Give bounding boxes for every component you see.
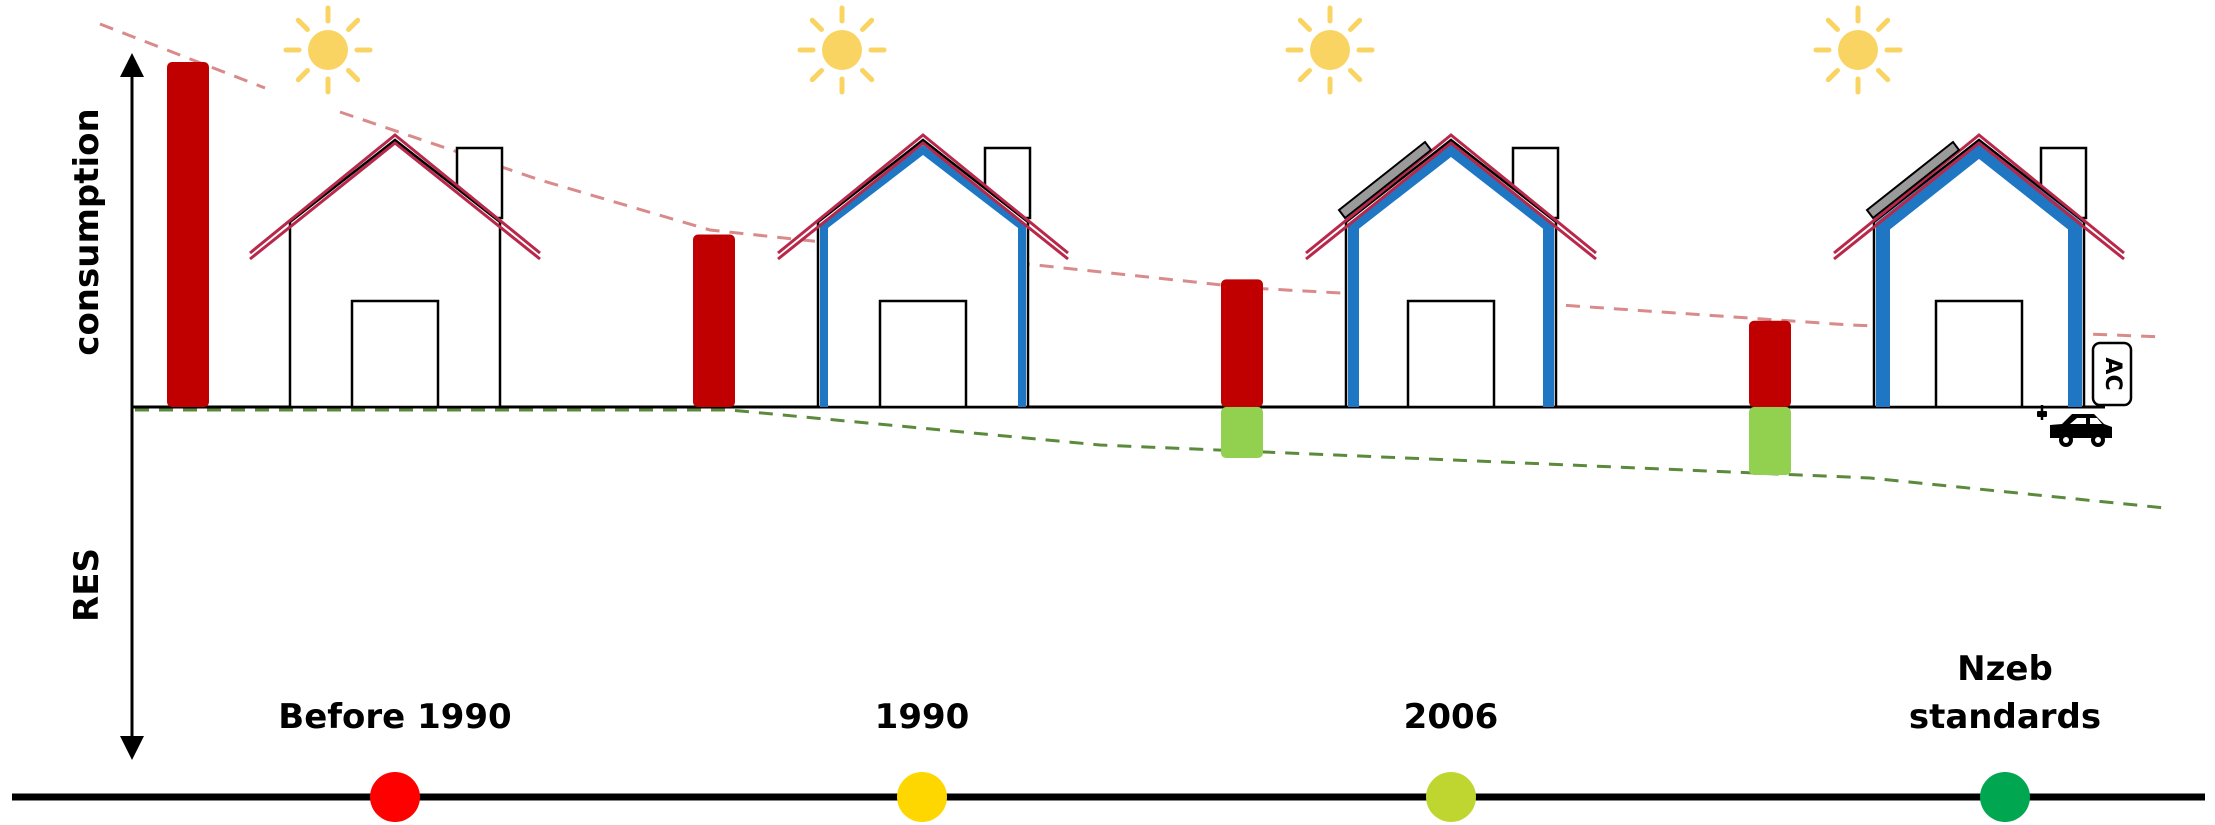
consumption-bar <box>693 234 735 407</box>
sun-ray <box>295 17 310 32</box>
house-body <box>288 138 502 409</box>
house-icon <box>249 133 541 409</box>
ac-label: AC <box>2100 357 2125 390</box>
sun-icon <box>1285 5 1375 95</box>
sun-icon <box>283 5 373 95</box>
sun-ray <box>1876 17 1891 32</box>
timeline-marker <box>897 772 947 822</box>
era-group <box>167 5 541 409</box>
era-labels: Before 1990 1990 2006 Nzeb standards <box>278 649 2101 737</box>
sun-ray <box>346 17 361 32</box>
ac-unit-icon: AC <box>2091 341 2133 407</box>
sun-ray <box>860 68 875 83</box>
roof-line-inner <box>777 141 1069 261</box>
era-group <box>693 5 1069 409</box>
res-trend-line <box>135 408 2166 510</box>
timeline-markers <box>370 772 2030 822</box>
door <box>350 299 440 409</box>
res-bar <box>1749 407 1791 475</box>
sun-ray <box>1825 17 1840 32</box>
era-label: Before 1990 <box>278 697 511 737</box>
y-axis-label-res: RES <box>67 548 107 622</box>
sun-ray <box>346 68 361 83</box>
sun-ray <box>860 17 875 32</box>
timeline-marker <box>1426 772 1476 822</box>
consumption-bar <box>167 62 209 407</box>
sun-core <box>1310 30 1350 70</box>
sun-ray <box>1825 68 1840 83</box>
roof-line-outer <box>777 133 1069 255</box>
era-label: standards <box>1909 697 2101 737</box>
sun-ray <box>1348 17 1363 32</box>
sun-ray <box>1348 68 1363 83</box>
insulation-layer <box>1348 143 1554 407</box>
eras-layer <box>167 5 2125 475</box>
sun-ray <box>809 68 824 83</box>
roof-line-outer <box>1833 133 2125 255</box>
door <box>1406 299 1496 409</box>
sun-core <box>308 30 348 70</box>
door <box>878 299 968 409</box>
timeline-marker <box>1980 772 2030 822</box>
insulation-layer <box>820 144 1026 407</box>
sun-ray <box>1297 17 1312 32</box>
house-body <box>1872 138 2086 409</box>
house-icon <box>1833 133 2125 409</box>
consumption-trend-line <box>99 22 2166 339</box>
roof-line-outer <box>249 133 541 255</box>
y-axis-label-consumption: consumption <box>67 108 107 355</box>
roof-line-outer <box>1305 133 1597 255</box>
sun-ray <box>1297 68 1312 83</box>
house-body <box>816 138 1030 409</box>
sun-ray <box>295 68 310 83</box>
sun-icon <box>1813 5 1903 95</box>
sun-icon <box>797 5 887 95</box>
era-label: 1990 <box>875 697 970 737</box>
solar-panel-icon <box>1337 140 1433 220</box>
electric-car-icon <box>2037 405 2112 447</box>
era-group <box>1749 5 2125 475</box>
timeline-marker <box>370 772 420 822</box>
res-bar <box>1221 407 1263 458</box>
sun-ray <box>1876 68 1891 83</box>
era-group <box>1221 5 1597 458</box>
roof-line-inner <box>249 141 541 261</box>
sun-core <box>1838 30 1878 70</box>
insulation-layer <box>1876 141 2082 407</box>
consumption-bar <box>1221 279 1263 407</box>
consumption-bar <box>1749 320 1791 407</box>
era-label: 2006 <box>1404 697 1499 737</box>
sun-core <box>822 30 862 70</box>
solar-panel-icon <box>1865 140 1961 220</box>
era-label: Nzeb <box>1957 649 2053 689</box>
door <box>1934 299 2024 409</box>
house-body <box>1344 138 1558 409</box>
roof-line-inner <box>1305 141 1597 261</box>
sun-ray <box>809 17 824 32</box>
roof-line-inner <box>1833 141 2125 261</box>
house-icon <box>777 133 1069 409</box>
house-icon <box>1305 133 1597 409</box>
